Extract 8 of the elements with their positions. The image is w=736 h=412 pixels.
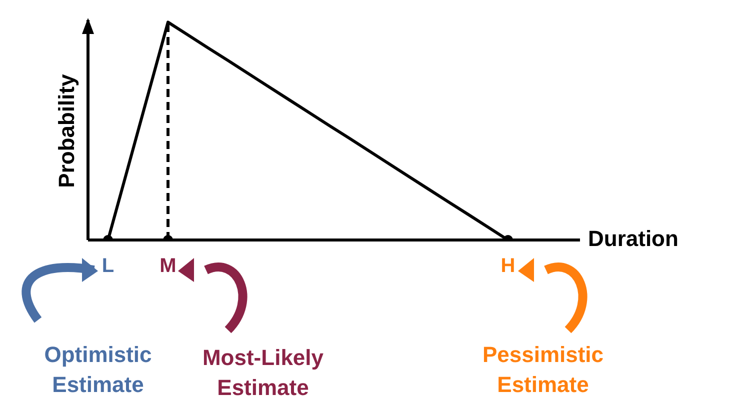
x-tick-label: H	[500, 255, 516, 277]
text: Most-Likely Estimate	[201, 344, 325, 402]
text: Pessimistic Estimate	[481, 341, 605, 399]
text: Optimistic Estimate	[43, 341, 153, 399]
x-axis-title: Duration	[588, 226, 678, 252]
x-tick-label: M	[160, 255, 176, 277]
y-axis-title: Probability	[54, 73, 80, 190]
x-tick-label: L	[102, 255, 114, 277]
